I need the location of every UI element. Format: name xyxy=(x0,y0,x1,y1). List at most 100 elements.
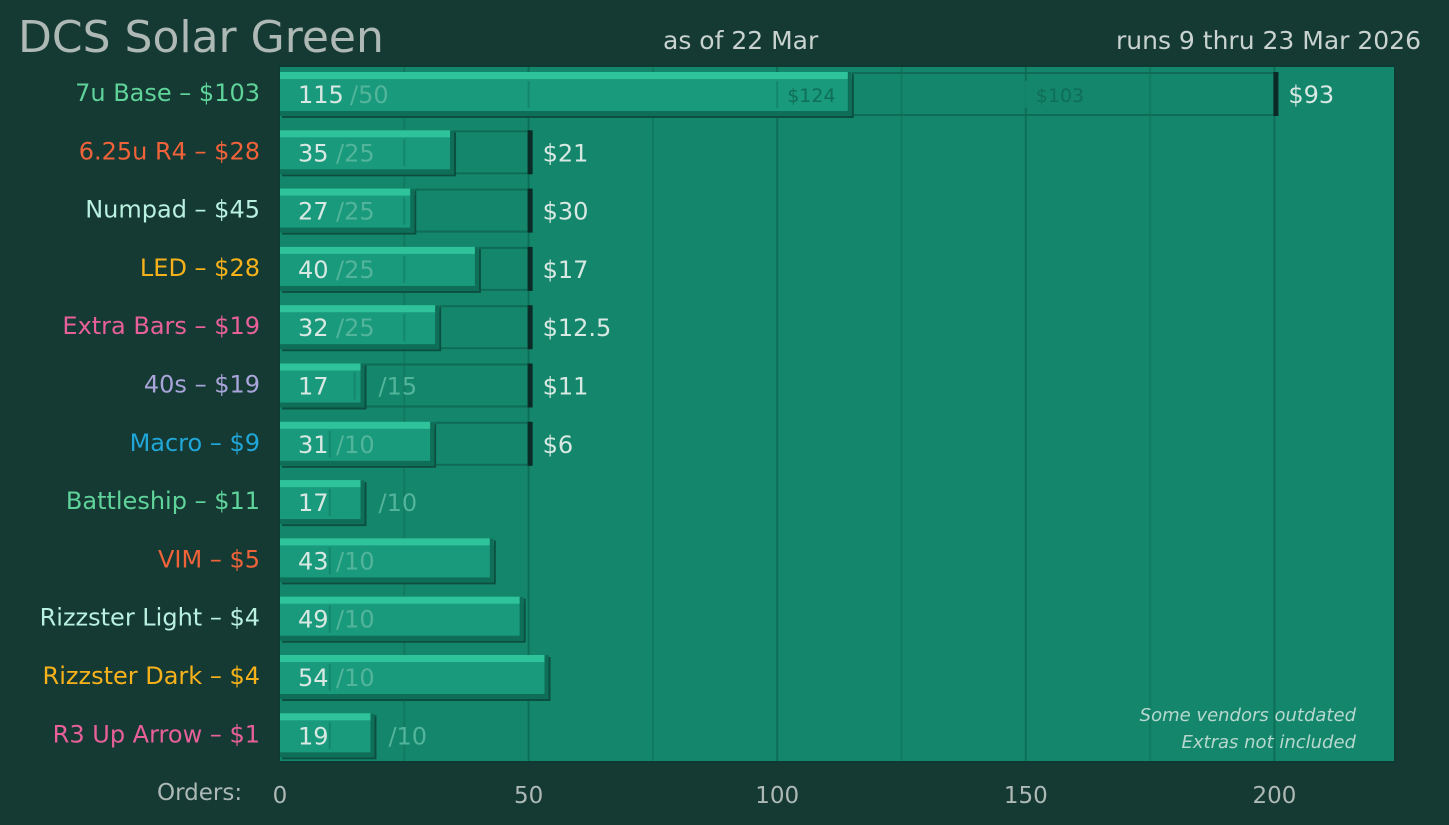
bar-edge xyxy=(474,246,479,291)
target-marker xyxy=(527,130,533,175)
x-tick-label: 0 xyxy=(273,783,288,809)
category-label: LED – $28 xyxy=(140,254,260,282)
category-labels: 7u Base – $103 6.25u R4 – $28 Numpad – $45… xyxy=(40,79,260,748)
bar-bottom xyxy=(280,402,365,408)
bar-edge xyxy=(435,305,440,350)
bar xyxy=(280,305,440,350)
tier-label: $124 xyxy=(787,85,835,107)
value-label: 17 xyxy=(298,373,329,401)
bar-edge xyxy=(360,363,365,408)
bar-bottom xyxy=(280,285,479,291)
run-dates: runs 9 thru 23 Mar 2026 xyxy=(1115,26,1421,55)
moq-label: /25 xyxy=(336,139,375,167)
bar-highlight xyxy=(280,713,375,721)
category-label: 40s – $19 xyxy=(144,371,260,399)
category-label: 7u Base – $103 xyxy=(75,79,260,107)
moq-label: /15 xyxy=(379,373,418,401)
category-label: Extra Bars – $19 xyxy=(62,312,260,340)
value-label: 49 xyxy=(298,606,329,634)
value-label: 27 xyxy=(298,198,329,226)
x-axis-label: Orders: xyxy=(157,780,243,806)
target-marker xyxy=(1273,72,1279,116)
bar-bottom xyxy=(280,111,852,116)
moq-label: /10 xyxy=(336,431,375,459)
bar-highlight xyxy=(280,538,494,546)
plot-area: $124 $103 115/50 $93 35/25 $21 27/25 $30 40/25 $1… xyxy=(278,65,1396,763)
note-vendors: Some vendors outdated xyxy=(1139,705,1356,726)
bar xyxy=(280,72,852,116)
bar-edge xyxy=(360,480,365,525)
bar-bottom xyxy=(280,227,415,233)
value-label: 31 xyxy=(298,431,329,459)
bar-highlight xyxy=(280,596,524,604)
bar xyxy=(280,421,435,466)
target-marker xyxy=(527,421,533,466)
category-label: Rizzster Light – $4 xyxy=(40,604,260,632)
value-label: 17 xyxy=(298,489,329,517)
target-marker xyxy=(527,363,533,408)
moq-label: /10 xyxy=(379,489,418,517)
value-label: 43 xyxy=(298,547,329,575)
bar-edge xyxy=(410,188,415,233)
moq-label: /10 xyxy=(336,547,375,575)
bar-edge xyxy=(519,596,524,641)
target-price-label: $17 xyxy=(543,256,589,284)
bar-bottom xyxy=(280,344,440,350)
bar xyxy=(280,596,524,641)
target-price-label: $21 xyxy=(543,139,589,167)
bar-highlight xyxy=(280,305,440,313)
bar xyxy=(280,538,494,583)
tier-label: $103 xyxy=(1036,85,1084,107)
value-label: 32 xyxy=(298,314,329,342)
bar-highlight xyxy=(280,188,415,196)
category-label: Numpad – $45 xyxy=(85,196,260,224)
bar-highlight xyxy=(280,246,479,254)
bar-highlight xyxy=(280,363,365,371)
bar-edge xyxy=(489,538,494,583)
moq-label: /25 xyxy=(336,198,375,226)
bar xyxy=(280,130,455,175)
moq-label: /10 xyxy=(336,664,375,692)
page-title: DCS Solar Green xyxy=(18,12,384,63)
bar-bottom xyxy=(280,519,365,525)
moq-label: /50 xyxy=(350,81,389,109)
x-tick-label: 150 xyxy=(1004,783,1048,809)
as-of-date: as of 22 Mar xyxy=(663,26,819,55)
target-marker xyxy=(527,188,533,233)
x-tick-label: 200 xyxy=(1252,783,1296,809)
bar-bottom xyxy=(280,752,375,758)
bar-highlight xyxy=(280,421,435,429)
bar-edge xyxy=(450,130,455,175)
target-marker xyxy=(527,305,533,350)
value-label: 19 xyxy=(298,722,329,750)
bar xyxy=(280,713,375,758)
bar-highlight xyxy=(280,655,549,662)
category-label: Macro – $9 xyxy=(130,429,260,457)
target-price-label: $11 xyxy=(543,373,589,401)
bar-edge xyxy=(847,72,852,116)
bar-bottom xyxy=(280,635,524,641)
moq-label: /25 xyxy=(336,256,375,284)
bar xyxy=(280,363,365,408)
category-label: Battleship – $11 xyxy=(66,487,260,515)
bar-bottom xyxy=(280,694,549,699)
bar-edge xyxy=(430,421,435,466)
bar xyxy=(280,188,415,233)
value-label: 54 xyxy=(298,664,329,692)
target-price-label: $6 xyxy=(543,431,574,459)
category-label: VIM – $5 xyxy=(158,545,260,573)
bar-bottom xyxy=(280,460,435,466)
value-label: 115 xyxy=(298,81,344,109)
note-extras: Extras not included xyxy=(1181,732,1356,753)
moq-label: /10 xyxy=(388,722,427,750)
bar xyxy=(280,655,549,699)
value-label: 35 xyxy=(298,139,329,167)
category-label: R3 Up Arrow – $1 xyxy=(53,720,260,748)
bar-highlight xyxy=(280,480,365,488)
bar-chart: $124 $103 115/50 $93 35/25 $21 27/25 $30 40/25 $1… xyxy=(280,67,1334,761)
category-label: Rizzster Dark – $4 xyxy=(43,662,260,690)
bar xyxy=(280,246,479,291)
bar-highlight xyxy=(280,72,852,79)
category-label: 6.25u R4 – $28 xyxy=(79,137,260,165)
x-tick-label: 100 xyxy=(755,783,799,809)
